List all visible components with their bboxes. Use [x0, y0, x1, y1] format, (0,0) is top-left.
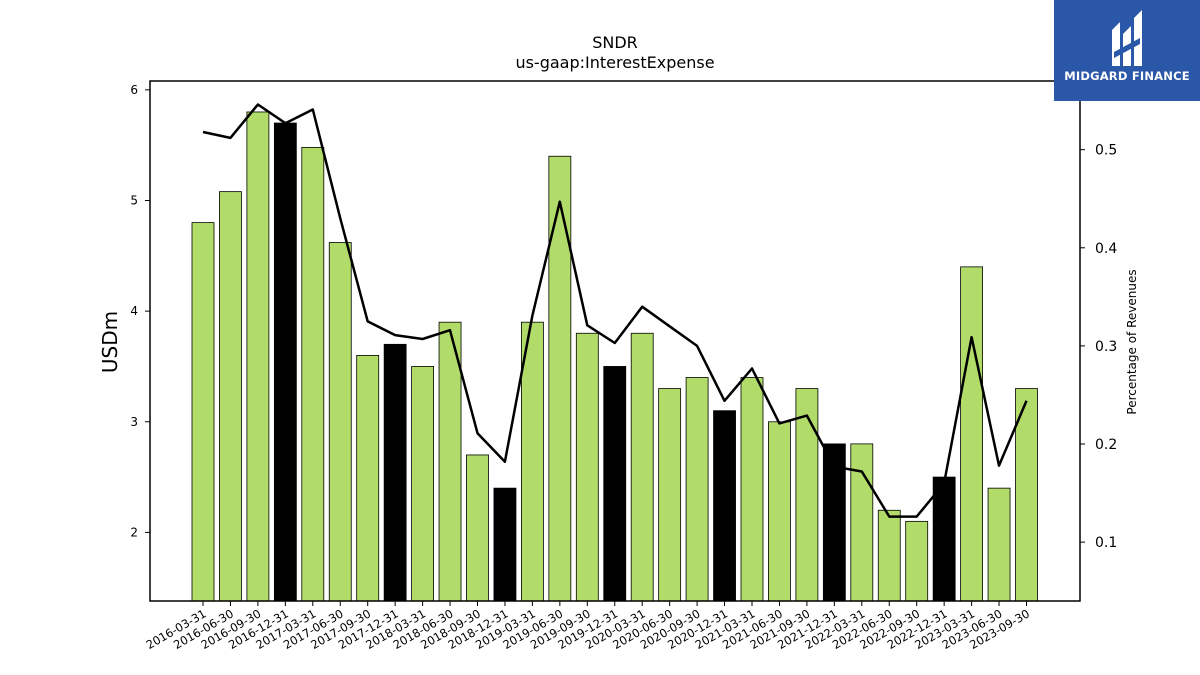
y-tick-label: 2 — [130, 525, 138, 539]
y2-tick-label: 0.3 — [1095, 339, 1117, 355]
bar-2023-06-30 — [987, 487, 1011, 602]
bar-2021-03-31 — [740, 377, 764, 602]
y2-tick-label: 0.2 — [1095, 437, 1117, 453]
chart-subtitle: us-gaap:InterestExpense — [515, 53, 714, 72]
y-axis-label: USDm — [98, 311, 122, 373]
bar-2022-06-30 — [877, 509, 901, 602]
y-tick-label: 4 — [130, 304, 138, 318]
bar-2018-03-31 — [411, 366, 435, 602]
bar-2017-12-31 — [383, 343, 407, 602]
bar-2019-12-31 — [603, 366, 627, 602]
bar-2018-12-31 — [493, 487, 517, 602]
bar-2022-03-31 — [850, 443, 874, 602]
bar-2016-12-31 — [273, 122, 297, 602]
bar-2020-12-31 — [713, 410, 736, 602]
y2-tick-label: 0.5 — [1095, 143, 1117, 159]
y2-tick-label: 0.1 — [1095, 535, 1117, 551]
y2-tick-label: 0.4 — [1095, 241, 1117, 257]
y-tick-label: 3 — [130, 415, 138, 429]
brand-logo: MIDGARD FINANCE — [1054, 0, 1200, 101]
y2-axis-label: Percentage of Revenues — [1125, 269, 1139, 414]
bar-2019-03-31 — [521, 321, 544, 602]
bar-2022-09-30 — [905, 520, 929, 602]
bar-2020-03-31 — [630, 332, 654, 602]
bar-2023-03-31 — [960, 266, 983, 602]
bar-2022-12-31 — [932, 476, 956, 602]
bar-2020-06-30 — [658, 388, 682, 602]
bar-2016-09-30 — [246, 111, 270, 602]
bar-2019-06-30 — [548, 155, 572, 602]
midgard-logo-icon — [1112, 10, 1142, 66]
plot-frame — [149, 80, 1081, 602]
bar-2016-03-31 — [191, 222, 215, 602]
bar-2017-06-30 — [328, 242, 352, 602]
bar-2021-06-30 — [768, 421, 791, 602]
bar-2021-09-30 — [795, 388, 819, 602]
bar-2017-09-30 — [356, 354, 380, 602]
chart-title: SNDR — [592, 33, 638, 52]
y-tick-label: 5 — [130, 193, 138, 207]
brand-name: MIDGARD FINANCE — [1064, 69, 1190, 83]
percentage-line — [202, 103, 1028, 518]
bar-2017-03-31 — [301, 146, 325, 602]
bars-group — [191, 111, 1038, 602]
y-tick-label: 6 — [130, 83, 138, 97]
bar-2016-06-30 — [219, 191, 242, 602]
bar-2019-09-30 — [575, 332, 599, 602]
bar-2020-09-30 — [685, 377, 709, 602]
bar-2018-09-30 — [466, 454, 489, 602]
line-group — [202, 103, 1028, 518]
